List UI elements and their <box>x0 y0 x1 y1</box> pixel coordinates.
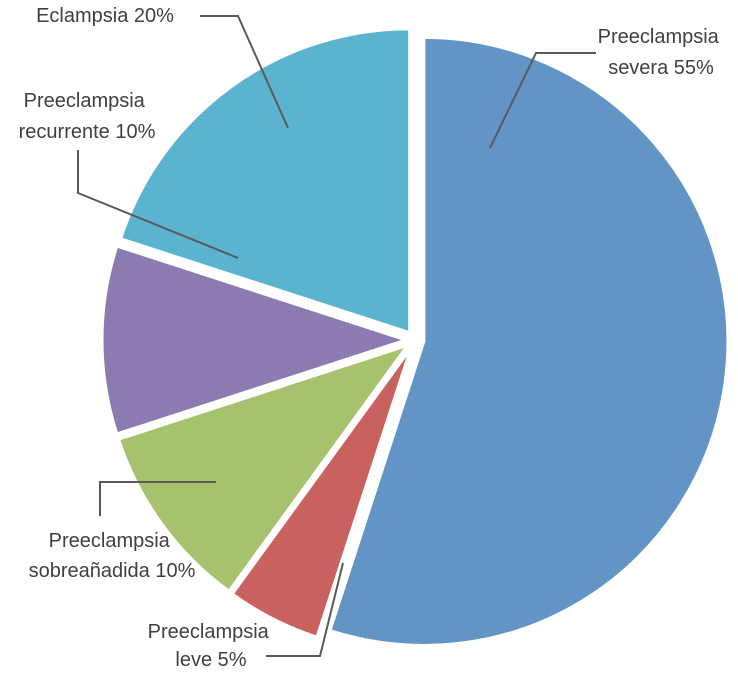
slice-label-leve-line2: leve 5% <box>175 649 246 671</box>
slice-label-sobreanadida-line2: sobreañadida 10% <box>29 560 196 582</box>
leader-line-eclampsia <box>200 15 289 129</box>
pie-slice-leve <box>230 347 413 640</box>
slice-label-leve: Preeclampsia leve 5% <box>148 621 275 671</box>
slice-label-severa: Preeclampsia severa 55% <box>598 26 725 79</box>
pie-slices <box>100 27 730 647</box>
leader-lines <box>77 15 596 657</box>
pie-slice-eclampsia <box>118 27 412 335</box>
pie-slice-severa <box>328 35 730 647</box>
slice-labels: Preeclampsia severa 55% Preeclampsia lev… <box>19 5 725 671</box>
pie-slice-recurrente <box>100 244 411 436</box>
slice-label-recurrente: Preeclampsia recurrente 10% <box>19 90 156 143</box>
slice-label-recurrente-line1: Preeclampsia <box>24 90 146 112</box>
slice-label-leve-line1: Preeclampsia <box>148 621 270 643</box>
pie-slice-sobreanadida <box>116 342 412 594</box>
slice-label-severa-line1: Preeclampsia <box>598 26 720 48</box>
leader-line-severa <box>489 52 596 149</box>
leader-line-recurrente <box>77 150 239 259</box>
slice-label-severa-line2: severa 55% <box>608 57 714 79</box>
slice-label-recurrente-line2: recurrente 10% <box>19 121 156 143</box>
leader-line-leve <box>266 562 344 657</box>
slice-label-eclampsia: Eclampsia 20% <box>36 5 174 27</box>
slice-label-eclampsia-line1: Eclampsia 20% <box>36 5 174 27</box>
slice-label-sobreanadida-line1: Preeclampsia <box>49 530 171 552</box>
slice-label-sobreanadida: Preeclampsia sobreañadida 10% <box>29 530 196 582</box>
leader-line-sobreanadida <box>99 481 216 516</box>
